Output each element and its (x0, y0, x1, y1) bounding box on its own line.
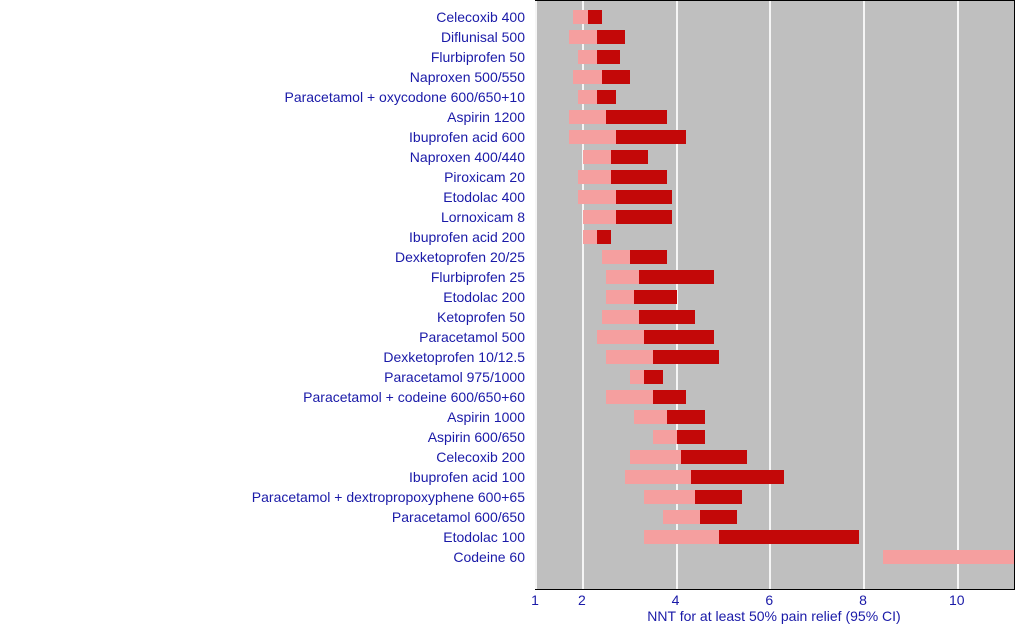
point-bar (630, 370, 644, 384)
gridline (863, 1, 865, 589)
drug-label: Naproxen 500/550 (0, 67, 525, 87)
point-bar (883, 550, 1014, 564)
drug-label: Flurbiprofen 50 (0, 47, 525, 67)
drug-label: Celecoxib 200 (0, 447, 525, 467)
gridline (535, 1, 537, 589)
drug-label: Paracetamol + oxycodone 600/650+10 (0, 87, 525, 107)
drug-label: Dexketoprofen 10/12.5 (0, 347, 525, 367)
drug-label: Codeine 60 (0, 547, 525, 567)
x-tick-label: 1 (515, 592, 555, 608)
point-bar (583, 230, 597, 244)
drug-label: Flurbiprofen 25 (0, 267, 525, 287)
point-bar (644, 530, 719, 544)
drug-label: Paracetamol 975/1000 (0, 367, 525, 387)
point-bar (569, 30, 597, 44)
point-bar (569, 130, 616, 144)
x-tick-label: 8 (843, 592, 883, 608)
drug-label: Dexketoprofen 20/25 (0, 247, 525, 267)
drug-label: Lornoxicam 8 (0, 207, 525, 227)
drug-label: Aspirin 600/650 (0, 427, 525, 447)
drug-label: Paracetamol 500 (0, 327, 525, 347)
drug-label: Naproxen 400/440 (0, 147, 525, 167)
point-bar (602, 310, 639, 324)
drug-label: Paracetamol 600/650 (0, 507, 525, 527)
drug-label: Etodolac 100 (0, 527, 525, 547)
x-tick-label: 6 (749, 592, 789, 608)
x-tick-label: 10 (937, 592, 977, 608)
drug-label: Celecoxib 400 (0, 7, 525, 27)
point-bar (630, 450, 682, 464)
drug-label: Etodolac 200 (0, 287, 525, 307)
drug-label: Aspirin 1000 (0, 407, 525, 427)
point-bar (606, 390, 653, 404)
drug-label: Ketoprofen 50 (0, 307, 525, 327)
drug-label: Paracetamol + dextropropoxyphene 600+65 (0, 487, 525, 507)
point-bar (578, 90, 597, 104)
point-bar (606, 290, 634, 304)
point-bar (569, 110, 606, 124)
point-bar (625, 470, 691, 484)
drug-label: Ibuprofen acid 100 (0, 467, 525, 487)
drug-label: Ibuprofen acid 200 (0, 227, 525, 247)
x-tick-label: 4 (656, 592, 696, 608)
point-bar (602, 250, 630, 264)
point-bar (653, 430, 676, 444)
point-bar (578, 170, 611, 184)
point-bar (606, 270, 639, 284)
x-axis-title: NNT for at least 50% pain relief (95% CI… (535, 608, 1013, 624)
drug-label: Etodolac 400 (0, 187, 525, 207)
point-bar (583, 210, 616, 224)
point-bar (578, 190, 615, 204)
drug-label: Paracetamol + codeine 600/650+60 (0, 387, 525, 407)
x-tick-label: 2 (562, 592, 602, 608)
point-bar (606, 350, 653, 364)
gridline (769, 1, 771, 589)
point-bar (583, 150, 611, 164)
point-bar (644, 490, 696, 504)
gridline (957, 1, 959, 589)
forest-plot: Celecoxib 400Diflunisal 500Flurbiprofen … (0, 0, 1024, 628)
drug-label: Aspirin 1200 (0, 107, 525, 127)
drug-label: Diflunisal 500 (0, 27, 525, 47)
point-bar (663, 510, 700, 524)
drug-label: Piroxicam 20 (0, 167, 525, 187)
point-bar (597, 330, 644, 344)
point-bar (578, 50, 597, 64)
point-bar (573, 10, 587, 24)
drug-label: Ibuprofen acid 600 (0, 127, 525, 147)
plot-area (535, 0, 1015, 590)
point-bar (573, 70, 601, 84)
point-bar (634, 410, 667, 424)
